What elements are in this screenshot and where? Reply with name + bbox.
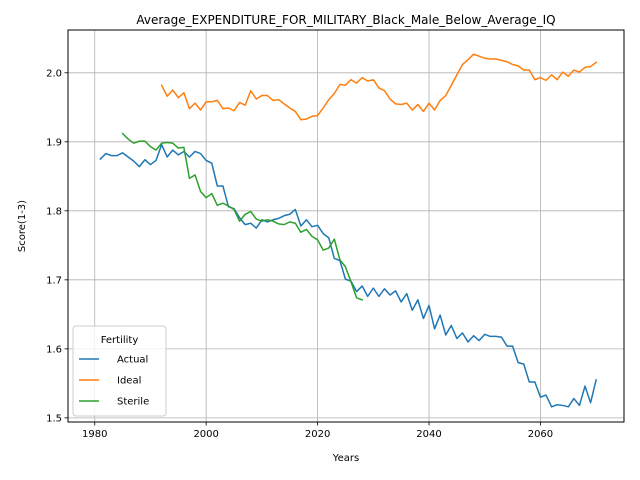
legend-label-actual: Actual: [117, 355, 148, 366]
legend-title: Fertility: [101, 335, 139, 346]
y-tick-label: 1.6: [46, 344, 62, 355]
chart-title: Average_EXPENDITURE_FOR_MILITARY_Black_M…: [136, 13, 555, 27]
y-axis-title: Score(1-3): [17, 200, 28, 252]
series-line-ideal: [160, 53, 598, 121]
x-axis-title: Years: [332, 453, 359, 464]
legend-entries: Actual Ideal Sterile: [79, 355, 149, 408]
axis-ticks: 1980 2000 2020 2040 2060 1.5 1.6 1.7 1.8 1.9 2.0: [46, 68, 553, 440]
series-lines: [99, 53, 598, 408]
y-tick-label: 1.8: [46, 206, 62, 217]
y-tick-label: 1.7: [46, 275, 62, 286]
legend-label-ideal: Ideal: [117, 376, 141, 387]
legend-box: [72, 325, 167, 417]
plot-frame: [67, 29, 625, 423]
y-tick-label: 1.9: [46, 137, 62, 148]
series-line-sterile: [121, 132, 364, 301]
x-tick-label: 2060: [528, 429, 553, 440]
x-tick-label: 1980: [82, 429, 107, 440]
legend-label-sterile: Sterile: [117, 397, 149, 408]
y-tick-label: 2.0: [46, 68, 62, 79]
series-line-actual: [99, 143, 598, 408]
y-tick-label: 1.5: [46, 413, 62, 424]
x-tick-label: 2040: [416, 429, 441, 440]
x-tick-label: 2000: [193, 429, 218, 440]
legend: Fertility Actual Ideal Sterile: [72, 325, 167, 417]
x-tick-label: 2020: [305, 429, 330, 440]
